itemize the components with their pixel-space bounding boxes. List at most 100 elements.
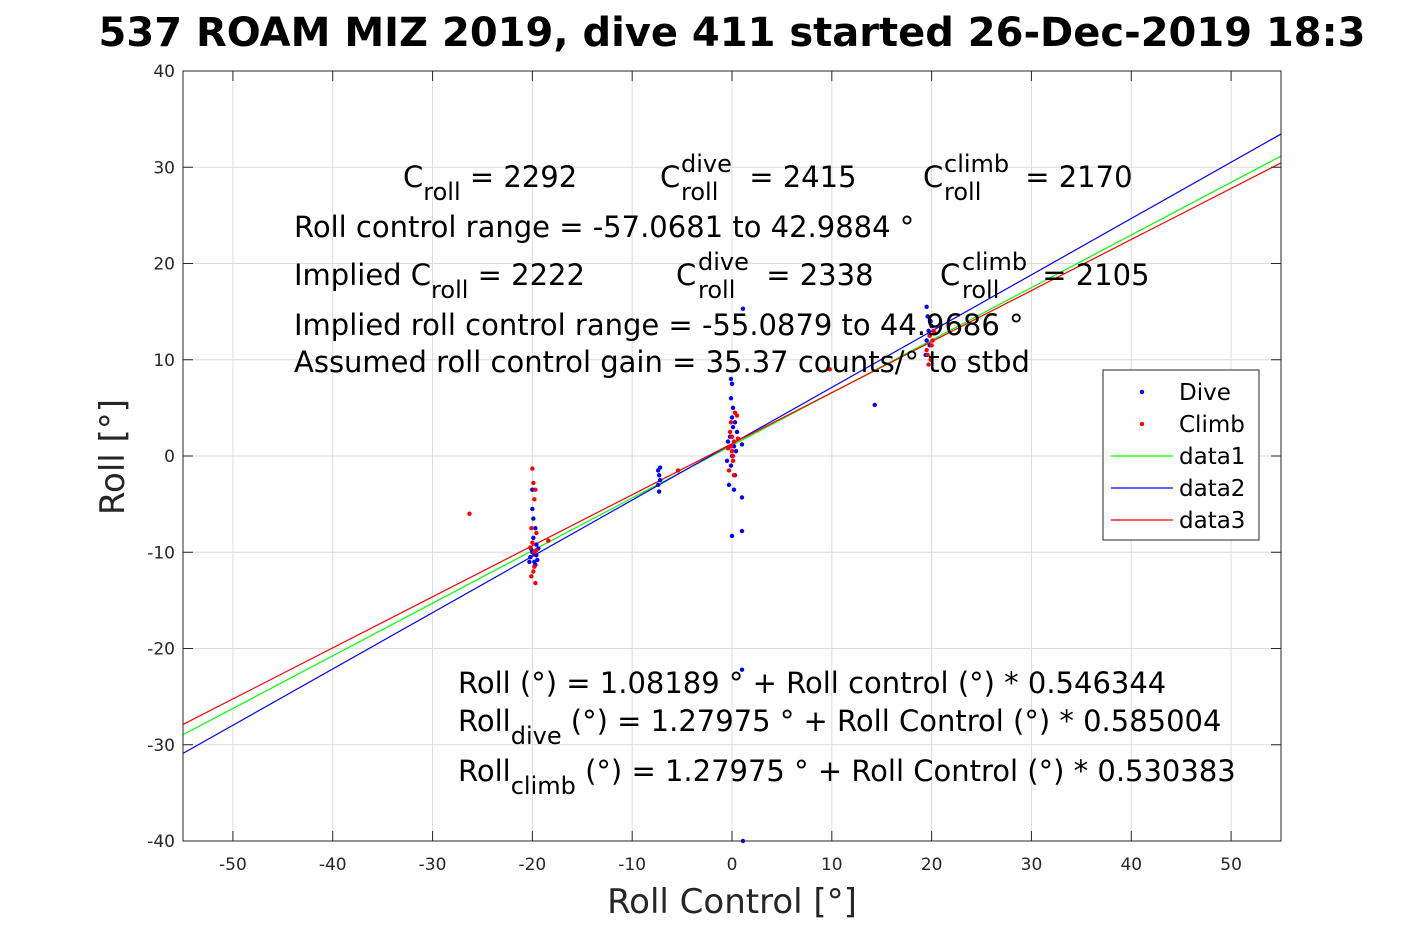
x-tick-label: -30 — [419, 855, 447, 875]
x-tick-label: 10 — [821, 855, 843, 875]
point-dive — [733, 448, 739, 454]
point-dive — [739, 667, 745, 672]
annotation-c-roll-dive: Cdive roll = 2415 — [660, 150, 857, 206]
y-tick-label: -30 — [147, 736, 175, 756]
point-dive — [730, 405, 736, 411]
point-climb — [730, 458, 736, 464]
annotation-fit-climb: Rollclimb (°) = 1.27975 ° + Roll Control… — [458, 754, 1236, 800]
y-tick-label: -40 — [147, 832, 175, 852]
point-climb — [932, 330, 937, 335]
point-dive — [734, 429, 740, 435]
point-dive — [656, 473, 662, 478]
point-dive — [924, 338, 929, 343]
point-climb — [467, 511, 472, 516]
point-dive — [657, 465, 663, 470]
x-tick-label: 40 — [1120, 855, 1142, 875]
scatter-points — [467, 304, 937, 844]
annotation-fit: Roll (°) = 1.08189 ° + Roll control (°) … — [458, 666, 1166, 700]
point-dive — [725, 439, 731, 444]
point-dive — [533, 525, 538, 531]
point-climb — [533, 487, 538, 492]
annotation-c-roll: Croll = 2292 — [403, 160, 577, 206]
x-tick-label: 30 — [1021, 855, 1043, 875]
point-dive — [739, 495, 745, 500]
point-climb — [533, 580, 538, 586]
point-dive — [531, 535, 536, 541]
point-dive — [928, 319, 933, 324]
legend-box — [1102, 369, 1260, 541]
point-climb — [729, 448, 735, 454]
tick-labels: -50 -40 -30 -20 -10 0 10 20 30 40 50 -40 -30 -20 -10 0 1… — [147, 62, 1242, 875]
point-dive — [739, 442, 745, 447]
x-tick-label: -40 — [319, 855, 347, 875]
point-dive — [528, 554, 533, 560]
point-dive — [724, 458, 730, 464]
annotation-c-roll-climb: Cclimb roll = 2170 — [923, 150, 1133, 206]
axis-ticks — [183, 70, 1281, 842]
legend-label-climb: Climb — [1179, 412, 1245, 438]
point-climb — [531, 480, 536, 486]
point-dive — [739, 528, 745, 534]
point-climb — [930, 338, 935, 343]
annotation-implied-range: Implied roll control range = -55.0879 to… — [294, 308, 1024, 342]
point-dive — [535, 557, 540, 563]
y-tick-label: -20 — [147, 640, 175, 660]
x-tick-label: -20 — [518, 855, 546, 875]
x-tick-label: 0 — [727, 855, 738, 875]
point-dive — [929, 323, 934, 329]
y-tick-label: 30 — [153, 158, 175, 178]
point-climb — [726, 468, 732, 473]
point-climb — [734, 413, 740, 418]
point-dive — [656, 489, 662, 494]
annotation-implied-c-roll-climb: Cclimb roll = 2105 — [940, 248, 1150, 304]
point-climb — [924, 347, 929, 353]
point-climb — [929, 343, 934, 348]
legend-label-data1: data1 — [1179, 444, 1245, 470]
point-climb — [928, 357, 933, 362]
legend-label-data2: data2 — [1179, 476, 1245, 502]
legend-label-dive: Dive — [1179, 380, 1231, 406]
point-climb — [927, 333, 932, 338]
chart-title: 537 ROAM MIZ 2019, dive 411 started 26-D… — [99, 10, 1366, 56]
point-dive — [729, 533, 735, 539]
point-dive — [657, 477, 663, 483]
point-dive — [731, 487, 737, 492]
point-dive — [534, 542, 539, 547]
point-climb — [731, 473, 737, 478]
point-dive — [925, 314, 930, 319]
point-dive — [730, 424, 736, 430]
point-climb — [735, 436, 741, 441]
point-climb — [729, 434, 735, 439]
series-line-data3 — [182, 162, 1282, 725]
point-climb — [532, 564, 537, 569]
point-dive — [530, 506, 535, 512]
point-climb — [528, 545, 533, 550]
point-climb — [827, 367, 833, 372]
point-climb — [725, 446, 731, 451]
point-dive — [872, 402, 877, 408]
x-tick-label: 20 — [921, 855, 943, 875]
annotation-fit-dive: Rolldive (°) = 1.27975 ° + Roll Control … — [458, 704, 1221, 750]
y-axis-label: Roll [°] — [93, 399, 133, 515]
y-tick-label: 20 — [153, 255, 175, 275]
point-climb — [728, 420, 734, 425]
y-tick-label: 10 — [153, 351, 175, 371]
y-tick-label: 0 — [164, 447, 175, 467]
point-climb — [530, 540, 535, 545]
point-climb — [531, 569, 536, 574]
x-tick-label: -10 — [618, 855, 646, 875]
point-dive — [729, 381, 735, 387]
annotation-implied-c-roll-dive: Cdive roll = 2338 — [676, 248, 874, 304]
point-climb — [532, 497, 537, 502]
point-climb — [730, 453, 736, 459]
legend-marker-climb — [1139, 421, 1145, 427]
point-dive — [655, 482, 661, 488]
y-tick-label: -10 — [147, 543, 175, 563]
point-dive — [728, 376, 734, 382]
point-dive — [728, 396, 734, 401]
point-dive — [531, 516, 536, 521]
legend-marker-dive — [1139, 389, 1145, 395]
x-axis-label: Roll Control [°] — [607, 882, 857, 922]
point-climb — [727, 429, 733, 435]
